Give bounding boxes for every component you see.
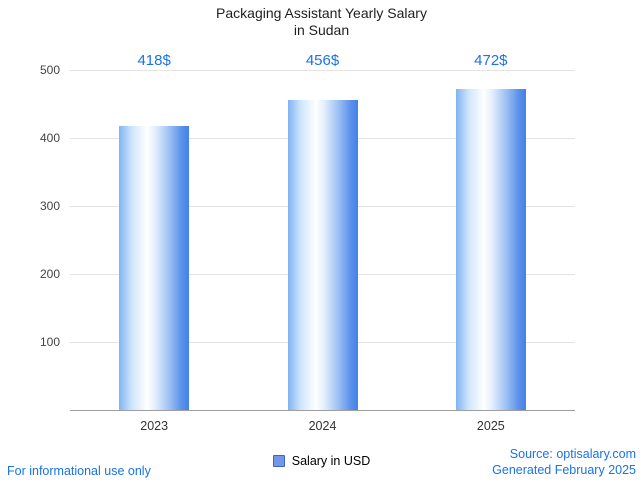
chart-title-line2: in Sudan (293, 22, 350, 38)
x-tick-label-2025: 2025 (476, 419, 505, 433)
x-tick-label-2024: 2024 (308, 419, 337, 433)
legend-marker-icon (272, 455, 285, 467)
generated-text: Generated February 2025 (492, 463, 636, 477)
value-label-2025: 472$ (474, 52, 508, 69)
y-tick-label: 400 (39, 131, 60, 145)
source-text: Source: optisalary.com (509, 447, 636, 461)
bar-2023 (119, 125, 190, 410)
x-tick-label-2023: 2023 (140, 419, 169, 433)
chart-title: Packaging Assistant Yearly Salary in Sud… (0, 5, 643, 39)
value-label-2023: 418$ (137, 52, 171, 69)
y-tick-label: 100 (39, 335, 60, 349)
bar-2025 (455, 89, 526, 410)
y-axis-labels: 100 200 300 400 500 (0, 63, 60, 410)
value-labels: 418$ 456$ 472$ (70, 52, 575, 72)
y-tick-label: 200 (39, 267, 60, 281)
bar-2024 (287, 99, 358, 410)
y-tick-label: 500 (39, 63, 60, 77)
plot-area (70, 70, 575, 411)
chart-title-line1: Packaging Assistant Yearly Salary (216, 5, 427, 21)
source-block: Source: optisalary.com Generated Februar… (492, 446, 636, 478)
gridline (70, 70, 575, 71)
y-tick-label: 300 (39, 199, 60, 213)
value-label-2024: 456$ (305, 52, 340, 69)
x-axis-labels: 2023 2024 2025 (70, 419, 575, 435)
legend-label: Salary in USD (291, 454, 371, 468)
legend: Salary in USD (0, 454, 643, 468)
disclaimer-text: For informational use only (7, 464, 151, 478)
